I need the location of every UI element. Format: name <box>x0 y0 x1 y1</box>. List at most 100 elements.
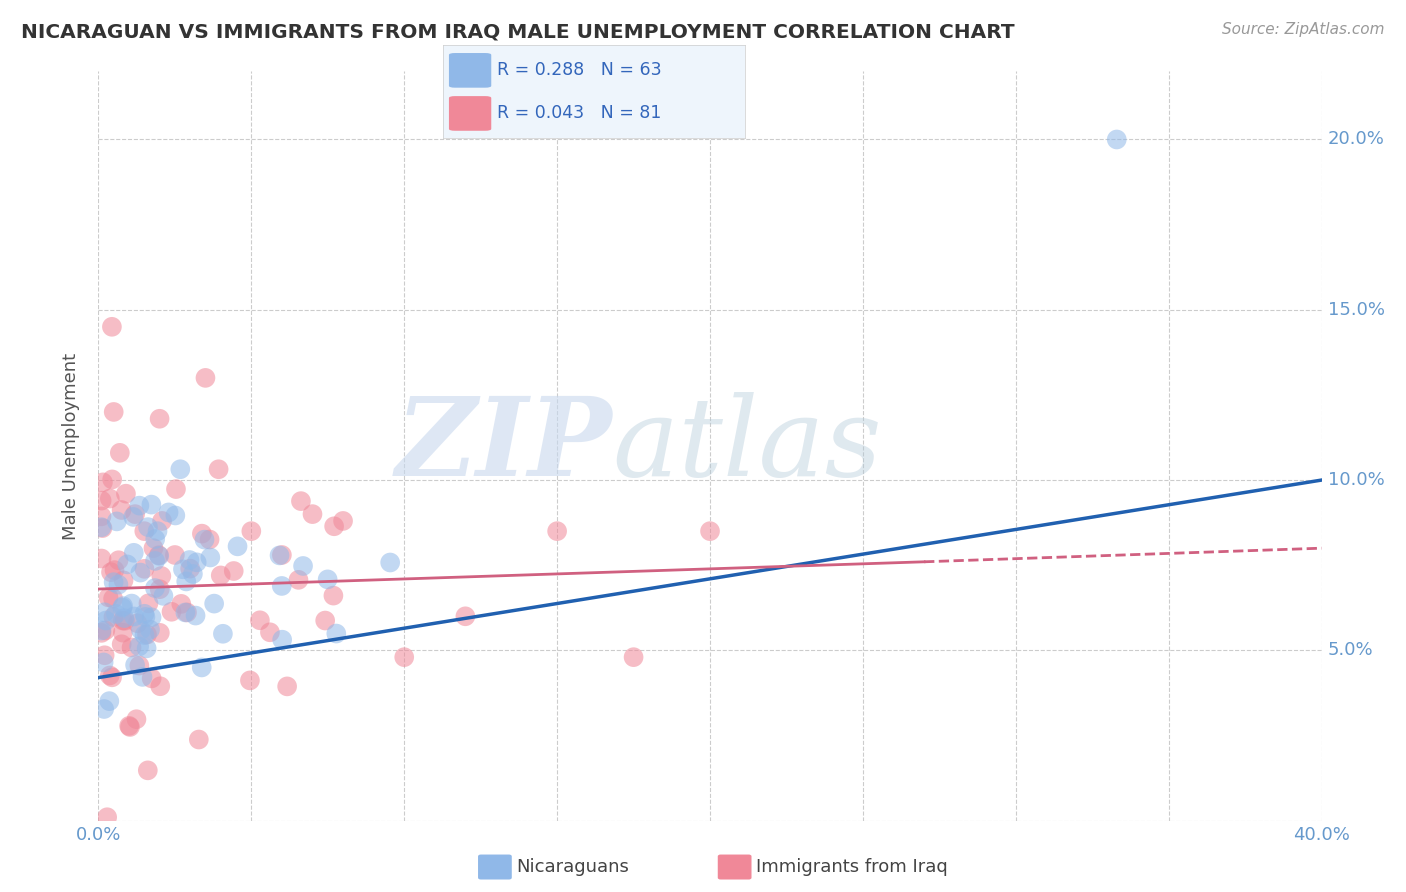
Point <box>160 605 183 619</box>
Point <box>259 625 281 640</box>
Point <box>90 520 112 534</box>
Point <box>212 627 235 641</box>
Point <box>202 597 225 611</box>
Point <box>93 702 115 716</box>
Point <box>101 670 124 684</box>
Point <box>121 597 143 611</box>
Point <box>226 540 249 554</box>
Point <box>100 565 122 579</box>
Point <box>207 462 229 476</box>
Point <box>107 553 129 567</box>
Point <box>121 640 143 655</box>
Point <box>287 573 309 587</box>
Point <box>150 514 173 528</box>
Point <box>290 494 312 508</box>
Point <box>103 575 125 590</box>
Point <box>392 650 416 665</box>
Point <box>127 616 149 631</box>
Point <box>90 509 112 524</box>
Point <box>174 606 197 620</box>
Point <box>143 581 166 595</box>
Point <box>163 548 186 562</box>
Point <box>122 546 145 560</box>
Point <box>139 623 162 637</box>
Point <box>98 694 121 708</box>
Point <box>134 628 156 642</box>
Point <box>322 589 344 603</box>
Point <box>134 607 156 621</box>
Point <box>249 613 271 627</box>
Point <box>128 640 150 654</box>
Point <box>90 551 112 566</box>
Point <box>292 558 315 573</box>
Point <box>699 524 721 538</box>
Point <box>93 648 115 663</box>
Point <box>94 624 117 638</box>
Point <box>141 610 163 624</box>
Point <box>149 411 172 425</box>
Point <box>239 673 262 688</box>
Point <box>165 482 187 496</box>
Point <box>301 507 323 521</box>
Point <box>108 446 131 460</box>
Point <box>174 574 197 589</box>
Point <box>90 625 112 640</box>
Point <box>181 566 204 581</box>
Point <box>190 660 212 674</box>
Point <box>314 614 336 628</box>
Point <box>103 405 125 419</box>
Point <box>124 507 146 521</box>
Point <box>186 555 208 569</box>
Point <box>184 608 207 623</box>
Point <box>332 514 354 528</box>
Point <box>169 462 191 476</box>
Point <box>118 720 141 734</box>
Point <box>114 614 136 628</box>
Point <box>142 541 165 556</box>
Point <box>122 609 145 624</box>
Text: 5.0%: 5.0% <box>1327 641 1374 659</box>
Point <box>111 637 134 651</box>
Point <box>270 579 292 593</box>
Point <box>149 679 172 693</box>
Point <box>104 607 127 621</box>
Point <box>112 611 135 625</box>
FancyBboxPatch shape <box>449 53 491 87</box>
Point <box>165 508 187 523</box>
Point <box>101 591 124 606</box>
Point <box>152 589 174 603</box>
Point <box>128 658 150 673</box>
Point <box>270 548 292 562</box>
Point <box>149 582 172 597</box>
Point <box>1105 132 1128 146</box>
Point <box>222 564 245 578</box>
Text: Nicaraguans: Nicaraguans <box>516 858 628 876</box>
Point <box>200 550 222 565</box>
Point <box>546 524 568 538</box>
Point <box>170 597 193 611</box>
Point <box>97 591 120 605</box>
Point <box>271 632 294 647</box>
Point <box>118 719 141 733</box>
Point <box>93 656 115 670</box>
Point <box>91 521 114 535</box>
Point <box>90 624 112 638</box>
Point <box>115 486 138 500</box>
Point <box>209 568 232 582</box>
Point <box>454 609 477 624</box>
Y-axis label: Male Unemployment: Male Unemployment <box>62 352 80 540</box>
Point <box>131 670 153 684</box>
Point <box>96 810 118 824</box>
Text: 20.0%: 20.0% <box>1327 130 1385 148</box>
Point <box>623 650 645 665</box>
Point <box>191 526 214 541</box>
Point <box>111 625 134 640</box>
Point <box>122 509 145 524</box>
Point <box>91 475 114 490</box>
Point <box>316 573 339 587</box>
Point <box>136 627 159 641</box>
Point <box>94 614 117 628</box>
Point <box>179 553 201 567</box>
Point <box>325 626 347 640</box>
Point <box>107 577 129 591</box>
